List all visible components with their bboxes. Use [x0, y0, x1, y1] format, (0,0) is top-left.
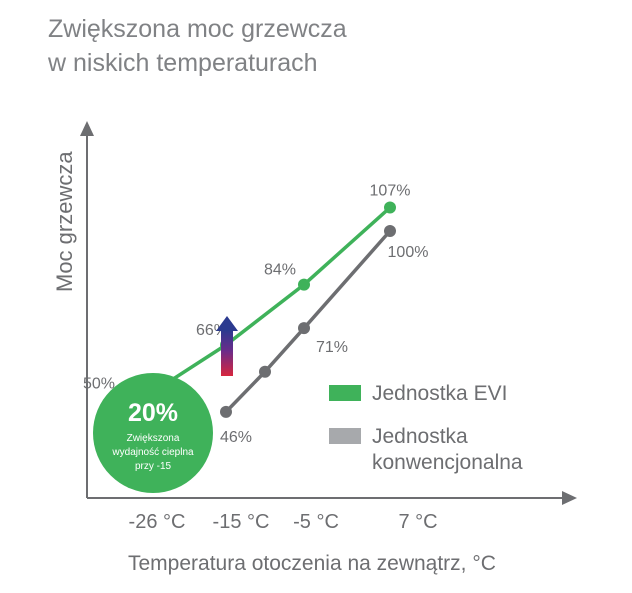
data-point [384, 225, 396, 237]
data-label: 107% [370, 183, 411, 200]
x-tick-label: -26 °C [129, 511, 186, 533]
increase-arrow-icon [216, 316, 238, 376]
badge-text-line: wydajność cieplna [111, 447, 194, 458]
legend-swatch-evi [329, 385, 361, 401]
chart-title-line-2: w niskich temperaturach [48, 49, 318, 77]
badge-value: 20% [128, 399, 178, 427]
x-axis-arrow [562, 491, 577, 505]
data-label: 46% [220, 429, 252, 446]
data-point [384, 201, 396, 214]
data-point [298, 322, 310, 335]
x-axis-label: Temperatura otoczenia na zewnątrz, °C [128, 552, 496, 575]
data-point [220, 405, 232, 418]
legend-label-conventional: Jednostka konwencjonalna [372, 425, 523, 474]
badge-text-line: przy -15 [135, 461, 172, 472]
data-point [259, 365, 271, 378]
data-label: 84% [264, 262, 296, 279]
x-tick-label: -5 °C [293, 511, 339, 533]
legend-swatch-conventional [329, 428, 361, 444]
series-line [142, 206, 392, 400]
series-line [224, 229, 392, 414]
data-point [298, 278, 310, 291]
legend-label-evi: Jednostka EVI [372, 382, 507, 405]
data-label: 100% [388, 244, 429, 261]
badge-text-line: Zwiększona [127, 433, 180, 444]
y-axis-label: Moc grzewcza [52, 151, 77, 292]
data-label: 71% [316, 339, 348, 356]
legend: Jednostka EVI Jednostka konwencjonalna [329, 382, 523, 474]
badge-circle [93, 373, 213, 493]
chart-title: Zwiększona moc grzewcza w niskich temper… [48, 12, 468, 80]
chart-title-line-1: Zwiększona moc grzewcza [48, 15, 347, 43]
improvement-badge: 20% Zwiększona wydajność cieplna przy -1… [93, 373, 213, 493]
y-axis-arrow [80, 121, 94, 136]
x-tick-label: -15 °C [213, 511, 270, 533]
data-label: 50% [83, 376, 115, 393]
x-tick-label: 7 °C [398, 511, 437, 533]
